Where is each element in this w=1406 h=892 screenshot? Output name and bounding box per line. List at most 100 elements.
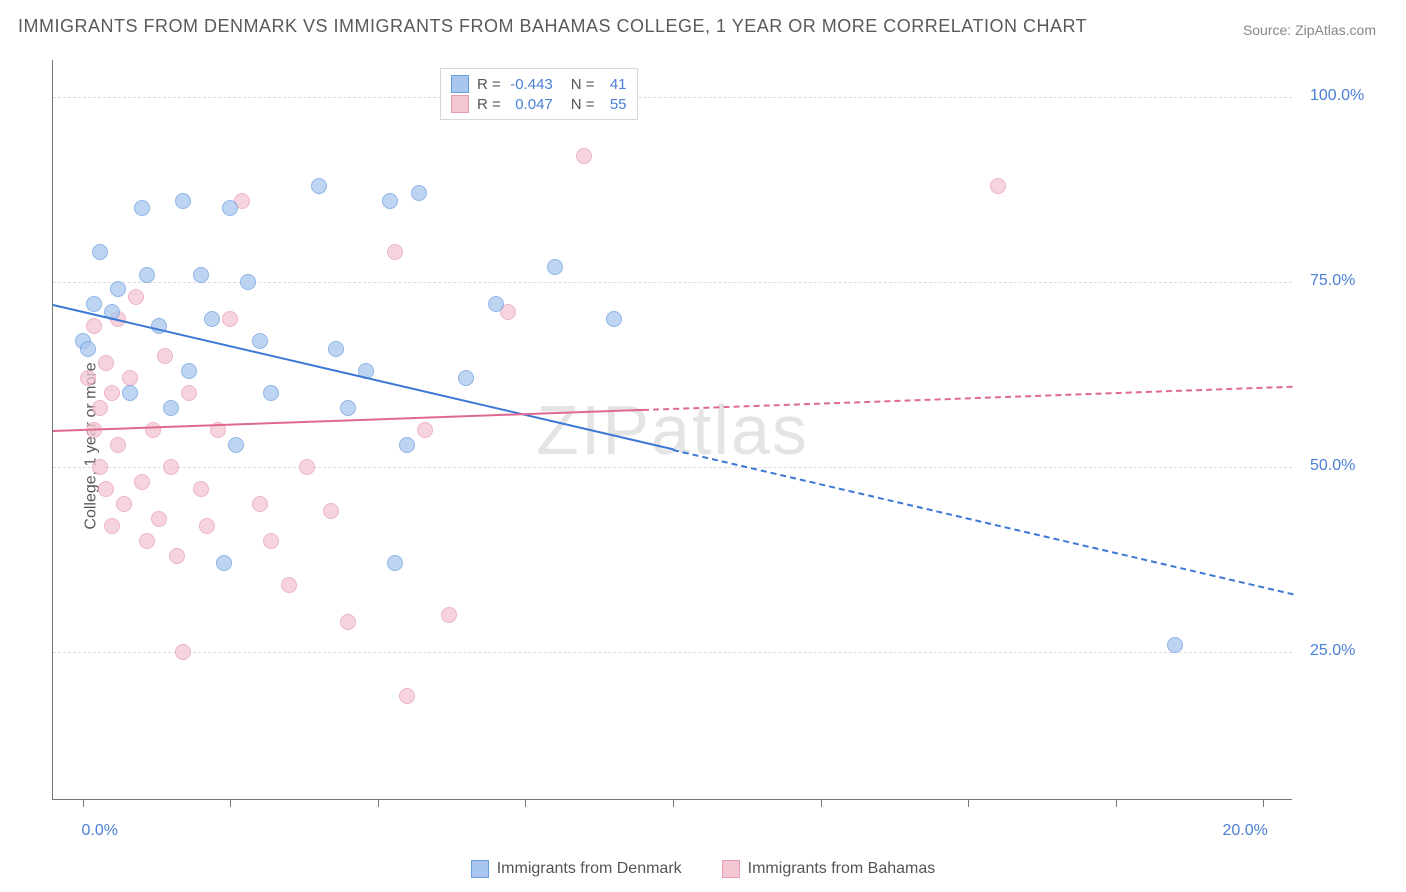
scatter-point-bahamas <box>181 385 197 401</box>
scatter-point-denmark <box>134 200 150 216</box>
scatter-point-bahamas <box>399 688 415 704</box>
y-tick-label: 50.0% <box>1310 457 1355 475</box>
scatter-point-bahamas <box>122 370 138 386</box>
scatter-point-bahamas <box>139 533 155 549</box>
series-legend: Immigrants from Denmark Immigrants from B… <box>0 860 1406 878</box>
scatter-point-denmark <box>175 193 191 209</box>
r-value: -0.443 <box>509 76 553 93</box>
scatter-point-denmark <box>488 296 504 312</box>
x-tick <box>968 799 969 807</box>
scatter-point-bahamas <box>80 370 96 386</box>
legend-item-bahamas: Immigrants from Bahamas <box>722 860 936 878</box>
scatter-point-bahamas <box>281 577 297 593</box>
scatter-point-denmark <box>122 385 138 401</box>
scatter-point-bahamas <box>110 437 126 453</box>
scatter-point-denmark <box>263 385 279 401</box>
x-tick <box>1116 799 1117 807</box>
legend-row-denmark: R = -0.443 N = 41 <box>451 75 627 93</box>
legend-swatch <box>722 860 740 878</box>
scatter-point-denmark <box>204 311 220 327</box>
scatter-point-bahamas <box>417 422 433 438</box>
scatter-point-bahamas <box>990 178 1006 194</box>
scatter-point-bahamas <box>145 422 161 438</box>
scatter-point-bahamas <box>86 318 102 334</box>
x-tick <box>673 799 674 807</box>
x-tick <box>378 799 379 807</box>
scatter-point-bahamas <box>193 481 209 497</box>
scatter-point-bahamas <box>104 518 120 534</box>
watermark-text: ZIPatlas <box>536 390 809 470</box>
scatter-point-denmark <box>80 341 96 357</box>
n-value: 55 <box>603 96 627 113</box>
legend-swatch <box>451 95 469 113</box>
scatter-point-denmark <box>458 370 474 386</box>
x-tick-label: 20.0% <box>1222 822 1267 840</box>
scatter-point-bahamas <box>222 311 238 327</box>
legend-swatch <box>451 75 469 93</box>
legend-label: Immigrants from Bahamas <box>748 860 936 878</box>
source-attribution: Source: ZipAtlas.com <box>1243 22 1376 38</box>
y-tick-label: 75.0% <box>1310 272 1355 290</box>
n-label: N = <box>571 96 595 113</box>
scatter-point-denmark <box>340 400 356 416</box>
scatter-point-denmark <box>411 185 427 201</box>
gridline-horizontal <box>53 97 1292 98</box>
scatter-point-denmark <box>193 267 209 283</box>
scatter-point-bahamas <box>151 511 167 527</box>
y-tick-label: 25.0% <box>1310 642 1355 660</box>
scatter-point-bahamas <box>252 496 268 512</box>
x-tick <box>1263 799 1264 807</box>
scatter-point-bahamas <box>116 496 132 512</box>
scatter-point-denmark <box>228 437 244 453</box>
scatter-point-denmark <box>92 244 108 260</box>
gridline-horizontal <box>53 467 1292 468</box>
gridline-horizontal <box>53 282 1292 283</box>
scatter-point-denmark <box>328 341 344 357</box>
scatter-point-denmark <box>399 437 415 453</box>
chart-title: IMMIGRANTS FROM DENMARK VS IMMIGRANTS FR… <box>18 16 1087 37</box>
legend-swatch <box>471 860 489 878</box>
legend-item-denmark: Immigrants from Denmark <box>471 860 682 878</box>
x-tick <box>230 799 231 807</box>
r-label: R = <box>477 76 501 93</box>
scatter-point-denmark <box>240 274 256 290</box>
scatter-point-denmark <box>252 333 268 349</box>
scatter-point-bahamas <box>98 355 114 371</box>
scatter-point-bahamas <box>134 474 150 490</box>
n-label: N = <box>571 76 595 93</box>
trendline-dashed <box>673 449 1293 595</box>
scatter-point-bahamas <box>92 400 108 416</box>
trendline-dashed <box>643 386 1293 411</box>
scatter-point-bahamas <box>128 289 144 305</box>
scatter-point-bahamas <box>104 385 120 401</box>
scatter-point-denmark <box>139 267 155 283</box>
scatter-point-bahamas <box>387 244 403 260</box>
scatter-point-bahamas <box>163 459 179 475</box>
y-tick-label: 100.0% <box>1310 87 1364 105</box>
r-label: R = <box>477 96 501 113</box>
scatter-point-denmark <box>1167 637 1183 653</box>
x-tick <box>821 799 822 807</box>
scatter-point-denmark <box>216 555 232 571</box>
x-tick <box>83 799 84 807</box>
scatter-point-denmark <box>606 311 622 327</box>
r-value: 0.047 <box>509 96 553 113</box>
scatter-point-bahamas <box>157 348 173 364</box>
scatter-point-bahamas <box>199 518 215 534</box>
n-value: 41 <box>603 76 627 93</box>
scatter-point-bahamas <box>98 481 114 497</box>
scatter-point-bahamas <box>263 533 279 549</box>
scatter-point-bahamas <box>92 459 108 475</box>
x-tick <box>525 799 526 807</box>
scatter-point-bahamas <box>340 614 356 630</box>
scatter-point-denmark <box>311 178 327 194</box>
scatter-point-bahamas <box>323 503 339 519</box>
scatter-point-bahamas <box>175 644 191 660</box>
x-tick-label: 0.0% <box>82 822 118 840</box>
scatter-point-denmark <box>86 296 102 312</box>
scatter-point-denmark <box>387 555 403 571</box>
scatter-point-denmark <box>163 400 179 416</box>
legend-label: Immigrants from Denmark <box>497 860 682 878</box>
scatter-point-bahamas <box>299 459 315 475</box>
scatter-point-denmark <box>181 363 197 379</box>
